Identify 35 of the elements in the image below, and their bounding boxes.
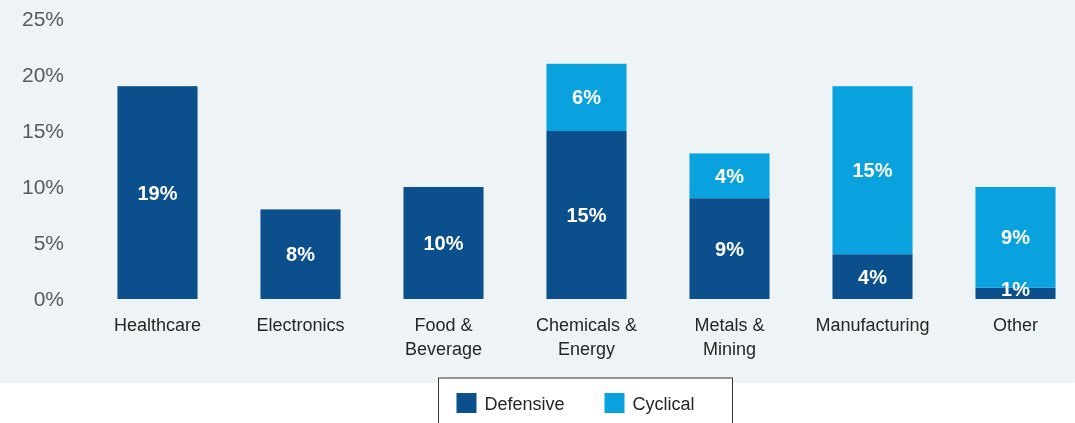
- data-label: 10%: [423, 232, 464, 254]
- data-label: 15%: [852, 159, 893, 182]
- bar: [403, 187, 484, 299]
- data-label: 19%: [137, 181, 178, 204]
- data-label: 1%: [1001, 278, 1031, 300]
- data-label: 8%: [286, 243, 316, 266]
- data-label: 6%: [572, 86, 602, 109]
- x-tick-label: Electronics: [256, 315, 345, 335]
- x-tick-label: Manufacturing: [815, 315, 930, 335]
- bar: [260, 209, 341, 299]
- y-tick-label: 10%: [21, 175, 64, 198]
- y-tick-label: 5%: [33, 231, 64, 254]
- bar: [546, 131, 627, 299]
- data-label: 9%: [1001, 226, 1031, 249]
- x-tick-label: Healthcare: [113, 315, 202, 335]
- data-label: 9%: [715, 237, 745, 260]
- data-label: 4%: [858, 265, 888, 288]
- data-label: 15%: [566, 204, 607, 226]
- x-tick-label: Chemicals & Energy: [535, 315, 638, 359]
- bar: [689, 153, 770, 199]
- legend-label: Cyclical: [632, 394, 695, 414]
- bar: [832, 86, 913, 255]
- bar: [546, 63, 627, 131]
- x-tick-label: Metals & Mining: [694, 315, 765, 359]
- y-tick-label: 15%: [21, 119, 64, 142]
- bar: [117, 86, 198, 299]
- bar: [689, 198, 770, 299]
- legend-label: Defensive: [484, 394, 565, 414]
- y-tick-label: 0%: [33, 287, 64, 310]
- y-tick-label: 20%: [21, 63, 64, 86]
- x-tick-label: Food & Beverage: [404, 315, 483, 359]
- data-label: 4%: [715, 164, 745, 187]
- y-tick-label: 25%: [21, 7, 64, 30]
- x-tick-label: Other: [992, 315, 1039, 335]
- bar: [832, 254, 913, 299]
